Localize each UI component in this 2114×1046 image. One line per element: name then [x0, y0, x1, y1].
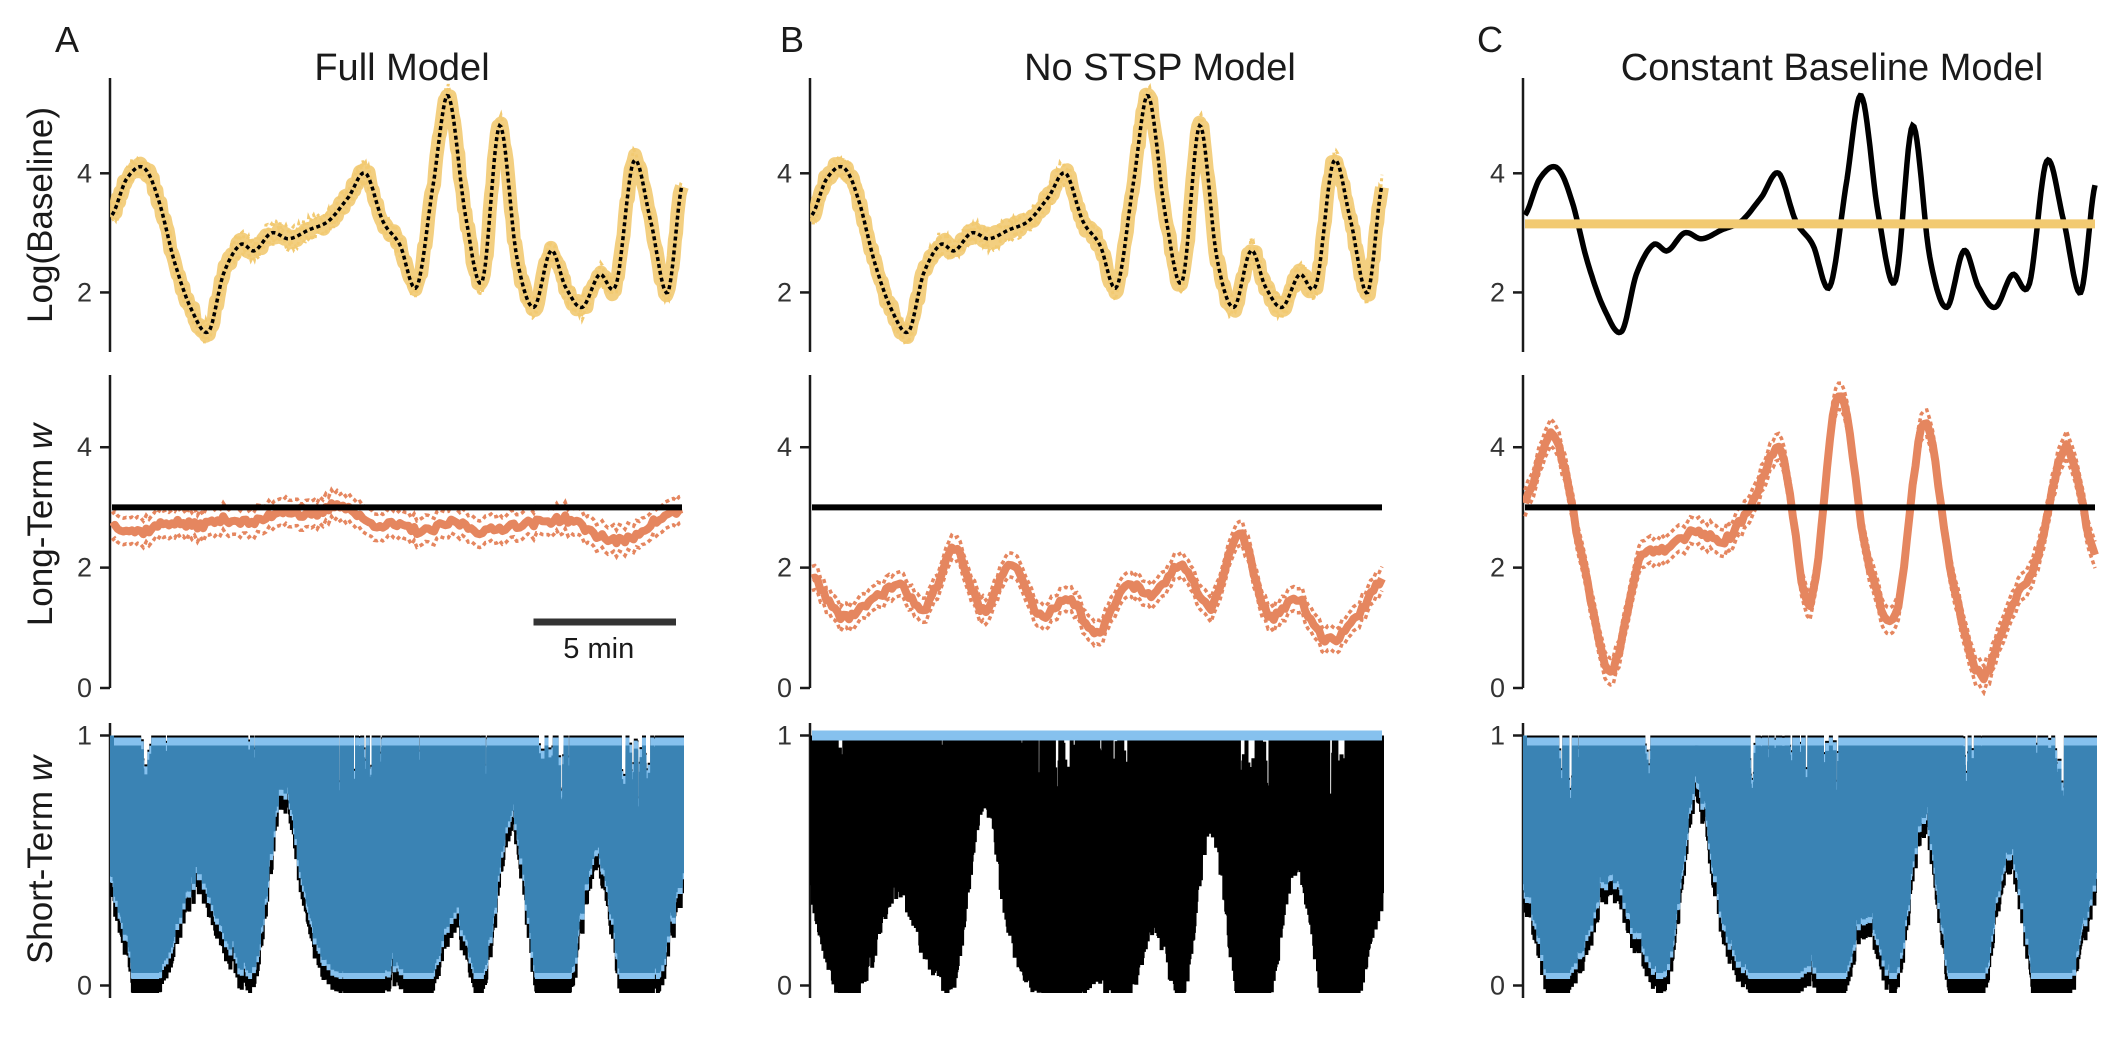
plot-area — [810, 730, 1384, 994]
plot-baseline-c: 24 — [1490, 78, 2098, 352]
longterm-estimate-mean — [110, 499, 684, 548]
longterm-ci-lower — [110, 512, 683, 561]
y-tick-label: 2 — [777, 553, 792, 583]
y-tick-label: 2 — [1490, 553, 1505, 583]
panel-title-c: Constant Baseline Model — [1621, 47, 2043, 89]
longterm-ci-upper — [110, 486, 683, 534]
plot-area — [110, 486, 684, 561]
y-tick-label: 0 — [777, 971, 792, 1001]
plot-shortterm-b: 01 — [777, 721, 1384, 1001]
y-tick-label: 2 — [1490, 277, 1505, 307]
baseline-truth-line — [110, 93, 684, 335]
baseline-estimate-band — [110, 89, 689, 343]
row-label-shortterm: Short-Term w — [21, 753, 60, 964]
y-tick-label: 1 — [777, 721, 792, 751]
longterm-ci-upper — [811, 519, 1384, 633]
row-label-shortterm-var: w — [21, 753, 60, 781]
panel-title-b: No STSP Model — [1024, 47, 1296, 89]
baseline-estimate-band — [810, 87, 1389, 344]
baseline-ci-lower — [810, 103, 1384, 345]
row-label-longterm-prefix: Long-Term — [21, 449, 60, 626]
y-tick-label: 1 — [1490, 721, 1505, 751]
plot-longterm-b: 0 2 4 — [777, 375, 1386, 703]
plot-longterm-a: 0 2 4 — [77, 375, 684, 703]
plot-area — [110, 83, 689, 344]
y-tick-label: 4 — [77, 432, 92, 462]
panel-letter-b: B — [780, 19, 804, 60]
panel-title-a: Full Model — [314, 47, 489, 89]
y-tick-label: 4 — [777, 432, 792, 462]
longterm-estimate-mean — [810, 529, 1386, 646]
plot-area — [810, 504, 1386, 657]
plot-baseline-b: 24 — [777, 78, 1389, 352]
shortterm-estimate-band — [110, 735, 684, 974]
y-tick-label: 0 — [1490, 673, 1505, 703]
y-tick-label: 1 — [77, 721, 92, 751]
longterm-estimate-mean — [1523, 392, 2099, 684]
plot-shortterm-a: 01 — [77, 721, 684, 1001]
y-tick-label: 4 — [777, 158, 792, 188]
y-tick-label: 0 — [77, 971, 92, 1001]
y-tick-label: 0 — [777, 673, 792, 703]
y-tick-label: 2 — [777, 277, 792, 307]
plot-area — [810, 83, 1389, 345]
row-label-shortterm-prefix: Short-Term — [21, 781, 60, 964]
baseline-ci-lower — [110, 97, 684, 344]
longterm-ci-lower — [1523, 407, 2097, 696]
plot-area — [1523, 92, 2098, 336]
y-tick-label: 4 — [1490, 432, 1505, 462]
y-tick-label: 2 — [77, 277, 92, 307]
baseline-truth-line — [1523, 92, 2098, 336]
scalebar-label: 5 min — [563, 633, 634, 665]
plot-shortterm-c: 01 — [1490, 721, 2097, 1001]
longterm-ci-lower — [811, 543, 1384, 657]
plot-area — [1523, 735, 2097, 994]
y-tick-label: 4 — [1490, 158, 1505, 188]
y-tick-label: 2 — [77, 553, 92, 583]
plot-longterm-c: 0 2 4 — [1490, 375, 2099, 703]
plot-area — [1523, 381, 2099, 696]
row-label-longterm: Long-Term w — [21, 421, 60, 626]
shortterm-estimate-band — [1523, 735, 2097, 974]
plot-baseline-a: 24 — [77, 78, 689, 352]
row-label-baseline: Log(Baseline) — [21, 107, 60, 323]
y-tick-label: 0 — [77, 673, 92, 703]
y-tick-label: 0 — [1490, 971, 1505, 1001]
row-label-longterm-var: w — [21, 421, 60, 449]
panel-letter-a: A — [55, 19, 79, 60]
y-tick-label: 4 — [77, 158, 92, 188]
panel-letter-c: C — [1477, 19, 1503, 60]
baseline-truth-line — [810, 93, 1384, 335]
plot-area — [110, 735, 684, 994]
shortterm-truth-trace — [810, 735, 1384, 994]
